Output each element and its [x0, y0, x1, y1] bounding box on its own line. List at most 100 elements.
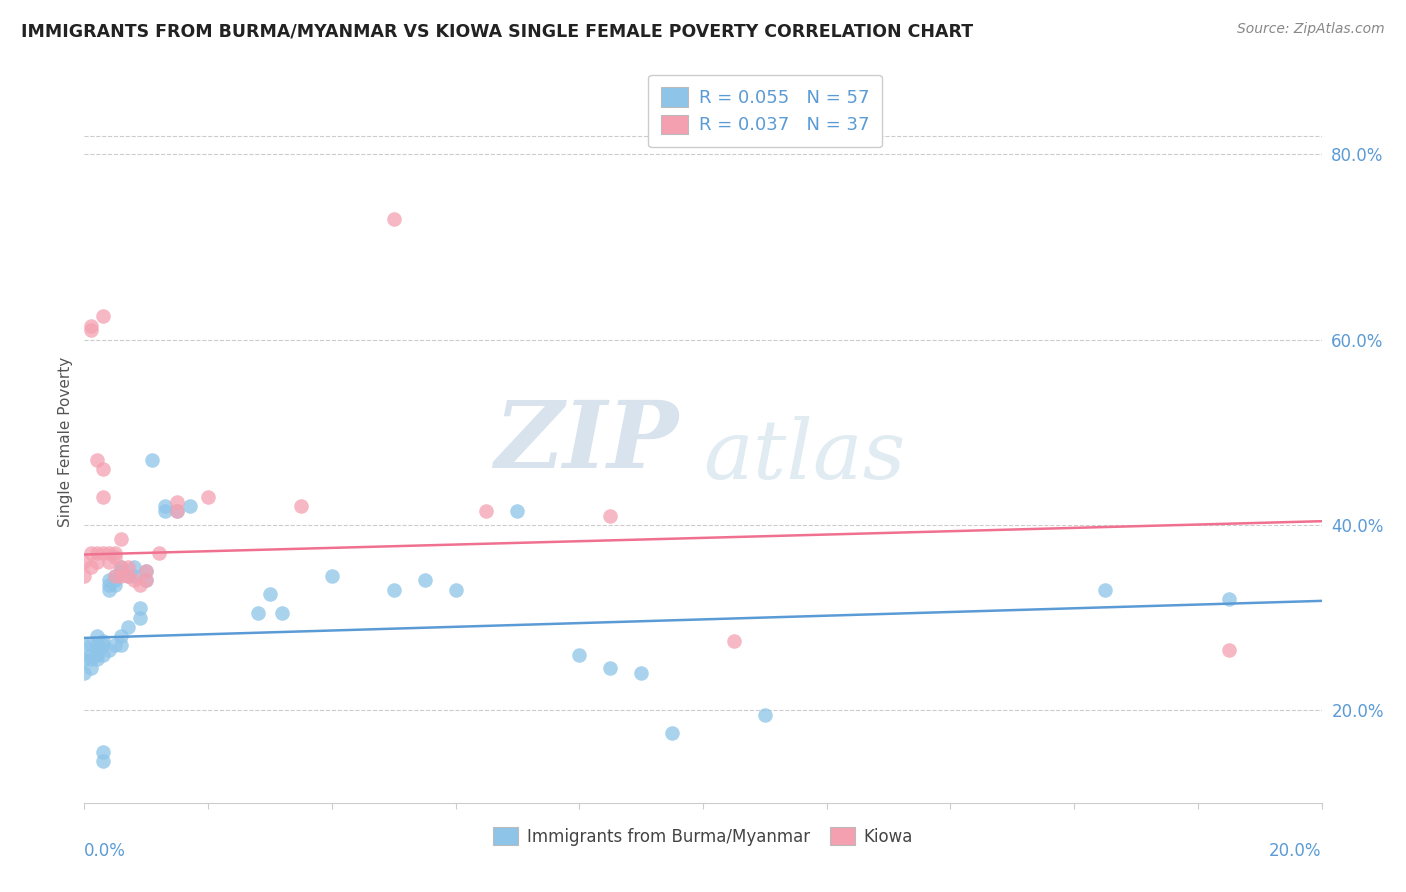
Text: atlas: atlas	[703, 416, 905, 496]
Point	[568, 648, 591, 662]
Point	[104, 546, 127, 560]
Point	[86, 629, 108, 643]
Point	[129, 610, 152, 624]
Point	[110, 559, 132, 574]
Point	[91, 754, 114, 768]
Point	[98, 546, 121, 560]
Point	[104, 578, 127, 592]
Point	[723, 633, 745, 648]
Point	[91, 648, 114, 662]
Legend: Immigrants from Burma/Myanmar, Kiowa: Immigrants from Burma/Myanmar, Kiowa	[486, 821, 920, 852]
Point	[321, 569, 343, 583]
Point	[79, 318, 101, 333]
Point	[91, 633, 114, 648]
Point	[86, 652, 108, 666]
Point	[79, 652, 101, 666]
Point	[166, 494, 188, 508]
Point	[104, 569, 127, 583]
Point	[1094, 582, 1116, 597]
Point	[73, 652, 96, 666]
Point	[271, 606, 294, 620]
Point	[73, 666, 96, 681]
Point	[73, 569, 96, 583]
Point	[91, 490, 114, 504]
Point	[166, 504, 188, 518]
Text: IMMIGRANTS FROM BURMA/MYANMAR VS KIOWA SINGLE FEMALE POVERTY CORRELATION CHART: IMMIGRANTS FROM BURMA/MYANMAR VS KIOWA S…	[21, 22, 973, 40]
Point	[135, 564, 157, 578]
Point	[110, 629, 132, 643]
Point	[117, 559, 139, 574]
Point	[141, 453, 163, 467]
Point	[91, 638, 114, 652]
Point	[73, 555, 96, 569]
Point	[599, 508, 621, 523]
Text: ZIP: ZIP	[494, 397, 678, 486]
Point	[122, 559, 145, 574]
Point	[86, 555, 108, 569]
Point	[79, 648, 101, 662]
Point	[79, 638, 101, 652]
Point	[86, 643, 108, 657]
Point	[506, 504, 529, 518]
Point	[135, 574, 157, 588]
Point	[79, 661, 101, 675]
Point	[110, 638, 132, 652]
Text: 0.0%: 0.0%	[84, 842, 127, 860]
Point	[86, 648, 108, 662]
Point	[129, 578, 152, 592]
Point	[117, 620, 139, 634]
Point	[153, 504, 176, 518]
Point	[104, 574, 127, 588]
Point	[91, 310, 114, 324]
Point	[91, 745, 114, 759]
Point	[1218, 643, 1240, 657]
Point	[73, 638, 96, 652]
Point	[475, 504, 498, 518]
Point	[135, 564, 157, 578]
Point	[91, 546, 114, 560]
Point	[110, 569, 132, 583]
Point	[122, 569, 145, 583]
Point	[117, 569, 139, 583]
Point	[166, 504, 188, 518]
Point	[246, 606, 269, 620]
Point	[413, 574, 436, 588]
Point	[148, 546, 170, 560]
Point	[79, 323, 101, 337]
Point	[79, 559, 101, 574]
Point	[630, 666, 652, 681]
Point	[104, 638, 127, 652]
Text: Source: ZipAtlas.com: Source: ZipAtlas.com	[1237, 22, 1385, 37]
Point	[259, 587, 281, 601]
Point	[98, 574, 121, 588]
Point	[86, 638, 108, 652]
Point	[1218, 592, 1240, 607]
Y-axis label: Single Female Poverty: Single Female Poverty	[58, 357, 73, 526]
Point	[98, 578, 121, 592]
Point	[86, 453, 108, 467]
Point	[110, 532, 132, 546]
Point	[290, 500, 312, 514]
Point	[79, 546, 101, 560]
Text: 20.0%: 20.0%	[1270, 842, 1322, 860]
Point	[104, 550, 127, 565]
Point	[110, 559, 132, 574]
Point	[98, 582, 121, 597]
Point	[98, 555, 121, 569]
Point	[110, 564, 132, 578]
Point	[122, 574, 145, 588]
Point	[197, 490, 219, 504]
Point	[382, 212, 405, 227]
Point	[129, 601, 152, 615]
Point	[104, 569, 127, 583]
Point	[179, 500, 201, 514]
Point	[135, 574, 157, 588]
Point	[661, 726, 683, 740]
Point	[382, 582, 405, 597]
Point	[754, 707, 776, 722]
Point	[91, 462, 114, 476]
Point	[98, 643, 121, 657]
Point	[444, 582, 467, 597]
Point	[599, 661, 621, 675]
Point	[153, 500, 176, 514]
